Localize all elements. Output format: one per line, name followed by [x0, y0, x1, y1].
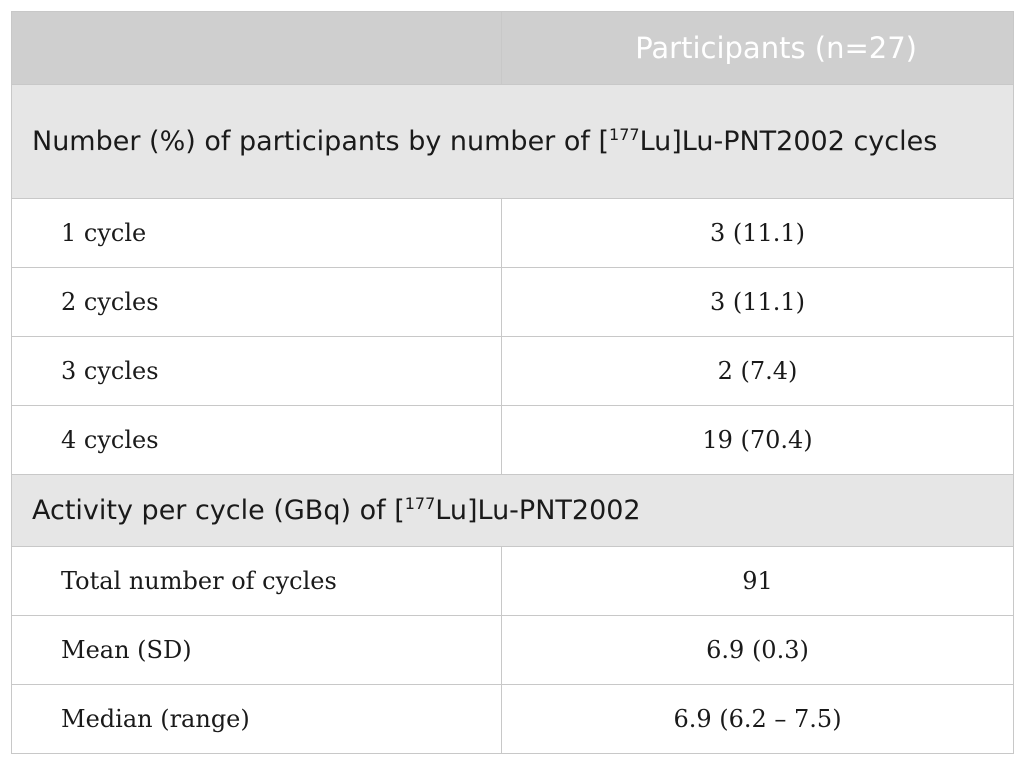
row-value: 2 (7.4): [501, 336, 1014, 406]
row-label: Median (range): [11, 684, 502, 754]
table-header-row: Participants (n=27): [11, 11, 1014, 85]
row-label: 3 cycles: [11, 336, 502, 406]
section-title-activity: Activity per cycle (GBq) of [177Lu]Lu-PN…: [11, 474, 1014, 547]
table-row: 1 cycle 3 (11.1): [11, 198, 1014, 268]
results-table-container: Participants (n=27) Number (%) of partic…: [11, 11, 1014, 754]
table-row: 4 cycles 19 (70.4): [11, 405, 1014, 475]
section-title-cycles: Number (%) of participants by number of …: [11, 84, 1014, 199]
row-value: 3 (11.1): [501, 267, 1014, 337]
table-row: Mean (SD) 6.9 (0.3): [11, 615, 1014, 685]
header-cell-participants: Participants (n=27): [501, 11, 1014, 85]
row-label: 1 cycle: [11, 198, 502, 268]
table-row: 2 cycles 3 (11.1): [11, 267, 1014, 337]
row-value: 91: [501, 546, 1014, 616]
row-value: 6.9 (6.2 – 7.5): [501, 684, 1014, 754]
row-value: 3 (11.1): [501, 198, 1014, 268]
row-label: 2 cycles: [11, 267, 502, 337]
row-label: 4 cycles: [11, 405, 502, 475]
row-label: Total number of cycles: [11, 546, 502, 616]
section-header-cycles: Number (%) of participants by number of …: [11, 84, 1014, 199]
results-table: Participants (n=27) Number (%) of partic…: [11, 11, 1014, 754]
row-value: 19 (70.4): [501, 405, 1014, 475]
header-cell-empty: [11, 11, 502, 85]
row-value: 6.9 (0.3): [501, 615, 1014, 685]
table-row: Median (range) 6.9 (6.2 – 7.5): [11, 684, 1014, 754]
table-row: Total number of cycles 91: [11, 546, 1014, 616]
row-label: Mean (SD): [11, 615, 502, 685]
section-header-activity: Activity per cycle (GBq) of [177Lu]Lu-PN…: [11, 474, 1014, 547]
table-row: 3 cycles 2 (7.4): [11, 336, 1014, 406]
